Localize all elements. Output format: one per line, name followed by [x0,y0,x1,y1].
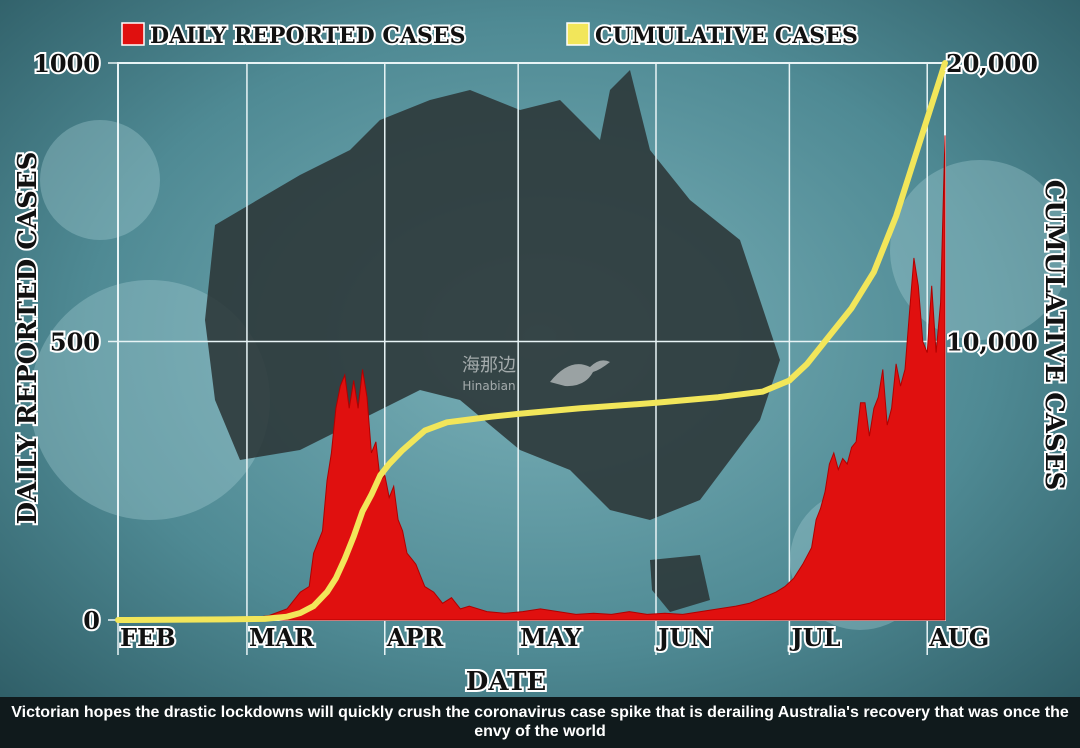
watermark-bird-icon [550,360,610,387]
legend-label-daily: DAILY REPORTED CASES [150,23,466,49]
watermark: 海那边 Hinabian [462,356,516,396]
cumulative-series-layer [115,60,948,623]
x-axis-title: DATE [466,667,546,697]
y-left-tick-label-0: 0 [83,606,100,635]
y-axis-left-title: DAILY REPORTED CASES [13,152,43,525]
x-tick-label-aug: AUG [928,623,989,652]
y-left-tick-label-500: 500 [50,328,100,357]
y-left-tick-label-1000: 1000 [33,49,100,78]
x-tick-label-jun: JUN [656,623,712,652]
x-tick-label-jul: JUL [789,623,840,652]
axis-labels-layer: FEB MAR APR MAY JUN JUL AUG 0 500 1000 10,000 20,00… [11,47,1071,699]
daily-series-layer [118,135,946,621]
watermark-text: 海那边 [462,355,516,376]
legend-swatch-daily [121,22,145,46]
tasmania-silhouette [650,555,710,612]
y-axis-right-title: CUMULATIVE CASES [1039,180,1069,491]
x-tick-label-may: MAY [520,623,582,652]
y-right-tick-label-20000: 20,000 [946,49,1038,78]
daily-cases-area [118,135,946,621]
watermark-subtext: Hinabian [462,379,516,393]
x-tick-label-mar: MAR [249,623,315,652]
x-tick-label-apr: APR [386,623,445,652]
legend-label-cumulative: CUMULATIVE CASES [595,23,858,49]
x-tick-label-feb: FEB [120,623,176,652]
legend-swatch-cumulative [566,22,590,46]
y-right-tick-label-10000: 10,000 [946,328,1038,357]
legend: DAILY REPORTED CASES CUMULATIVE CASES [121,21,860,51]
caption: Victorian hopes the drastic lockdowns wi… [0,697,1080,748]
cumulative-cases-line [115,60,948,623]
